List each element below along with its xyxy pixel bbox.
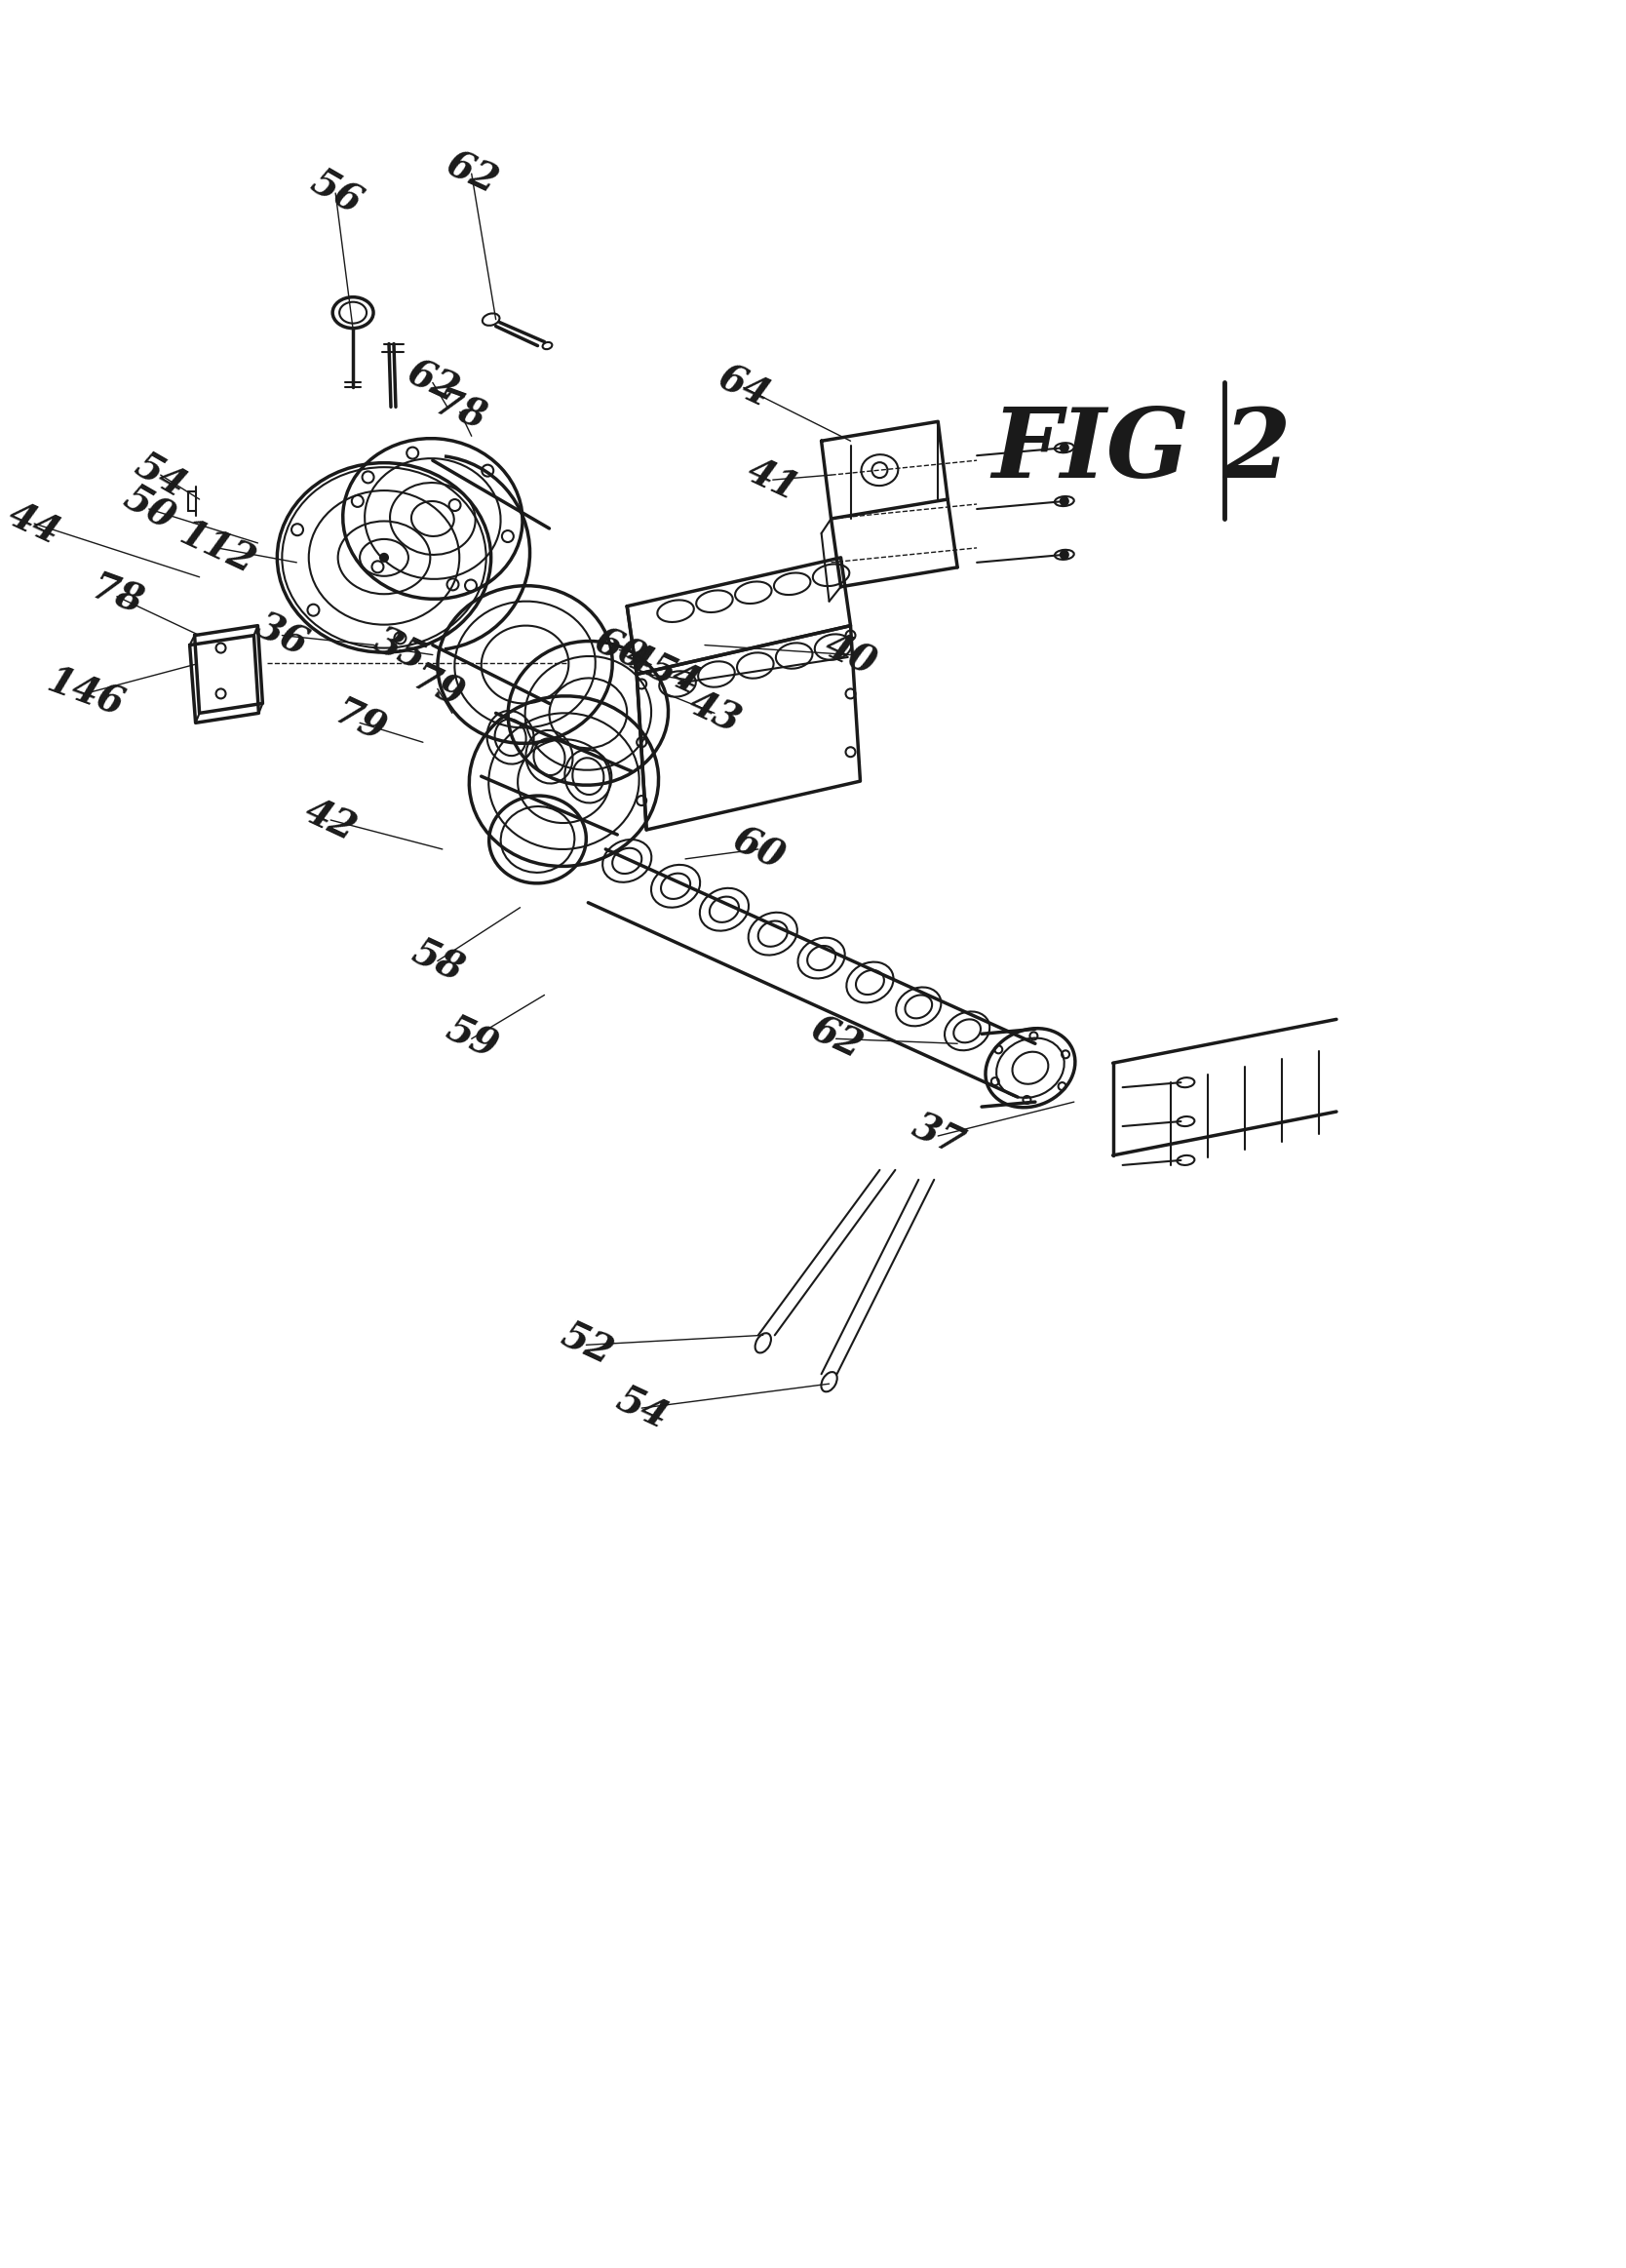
Text: 45: 45 [620,637,683,692]
Circle shape [1060,497,1068,506]
Text: 44: 44 [3,497,67,551]
Text: 37: 37 [906,1109,969,1163]
Text: 56: 56 [304,163,367,222]
Text: 78: 78 [429,386,491,438]
Circle shape [1060,445,1068,451]
Text: 54: 54 [610,1381,673,1436]
Text: 35: 35 [367,621,431,678]
Text: 42: 42 [299,792,363,848]
Text: 60: 60 [727,821,790,878]
Text: 59: 59 [441,1012,502,1066]
Text: 79: 79 [406,660,470,717]
Text: 4: 4 [665,658,706,701]
Text: 60: 60 [587,621,650,678]
Text: 36: 36 [250,608,314,662]
Text: 62: 62 [805,1012,868,1066]
Circle shape [380,553,389,562]
Text: 112: 112 [174,515,260,581]
Text: 52: 52 [554,1318,618,1372]
Text: FIG 2: FIG 2 [992,404,1293,497]
Circle shape [1060,551,1068,558]
Text: 54: 54 [128,447,192,503]
Text: 50: 50 [117,481,180,538]
Text: 64: 64 [712,361,776,415]
Text: 41: 41 [741,451,805,508]
Text: 78: 78 [86,569,148,624]
Text: 58: 58 [406,932,470,989]
Text: 62: 62 [441,145,502,202]
Text: 43: 43 [683,685,746,742]
Text: 62: 62 [402,354,465,411]
Text: 40: 40 [820,626,883,683]
Text: 146: 146 [41,662,128,723]
Text: 79: 79 [328,694,392,751]
